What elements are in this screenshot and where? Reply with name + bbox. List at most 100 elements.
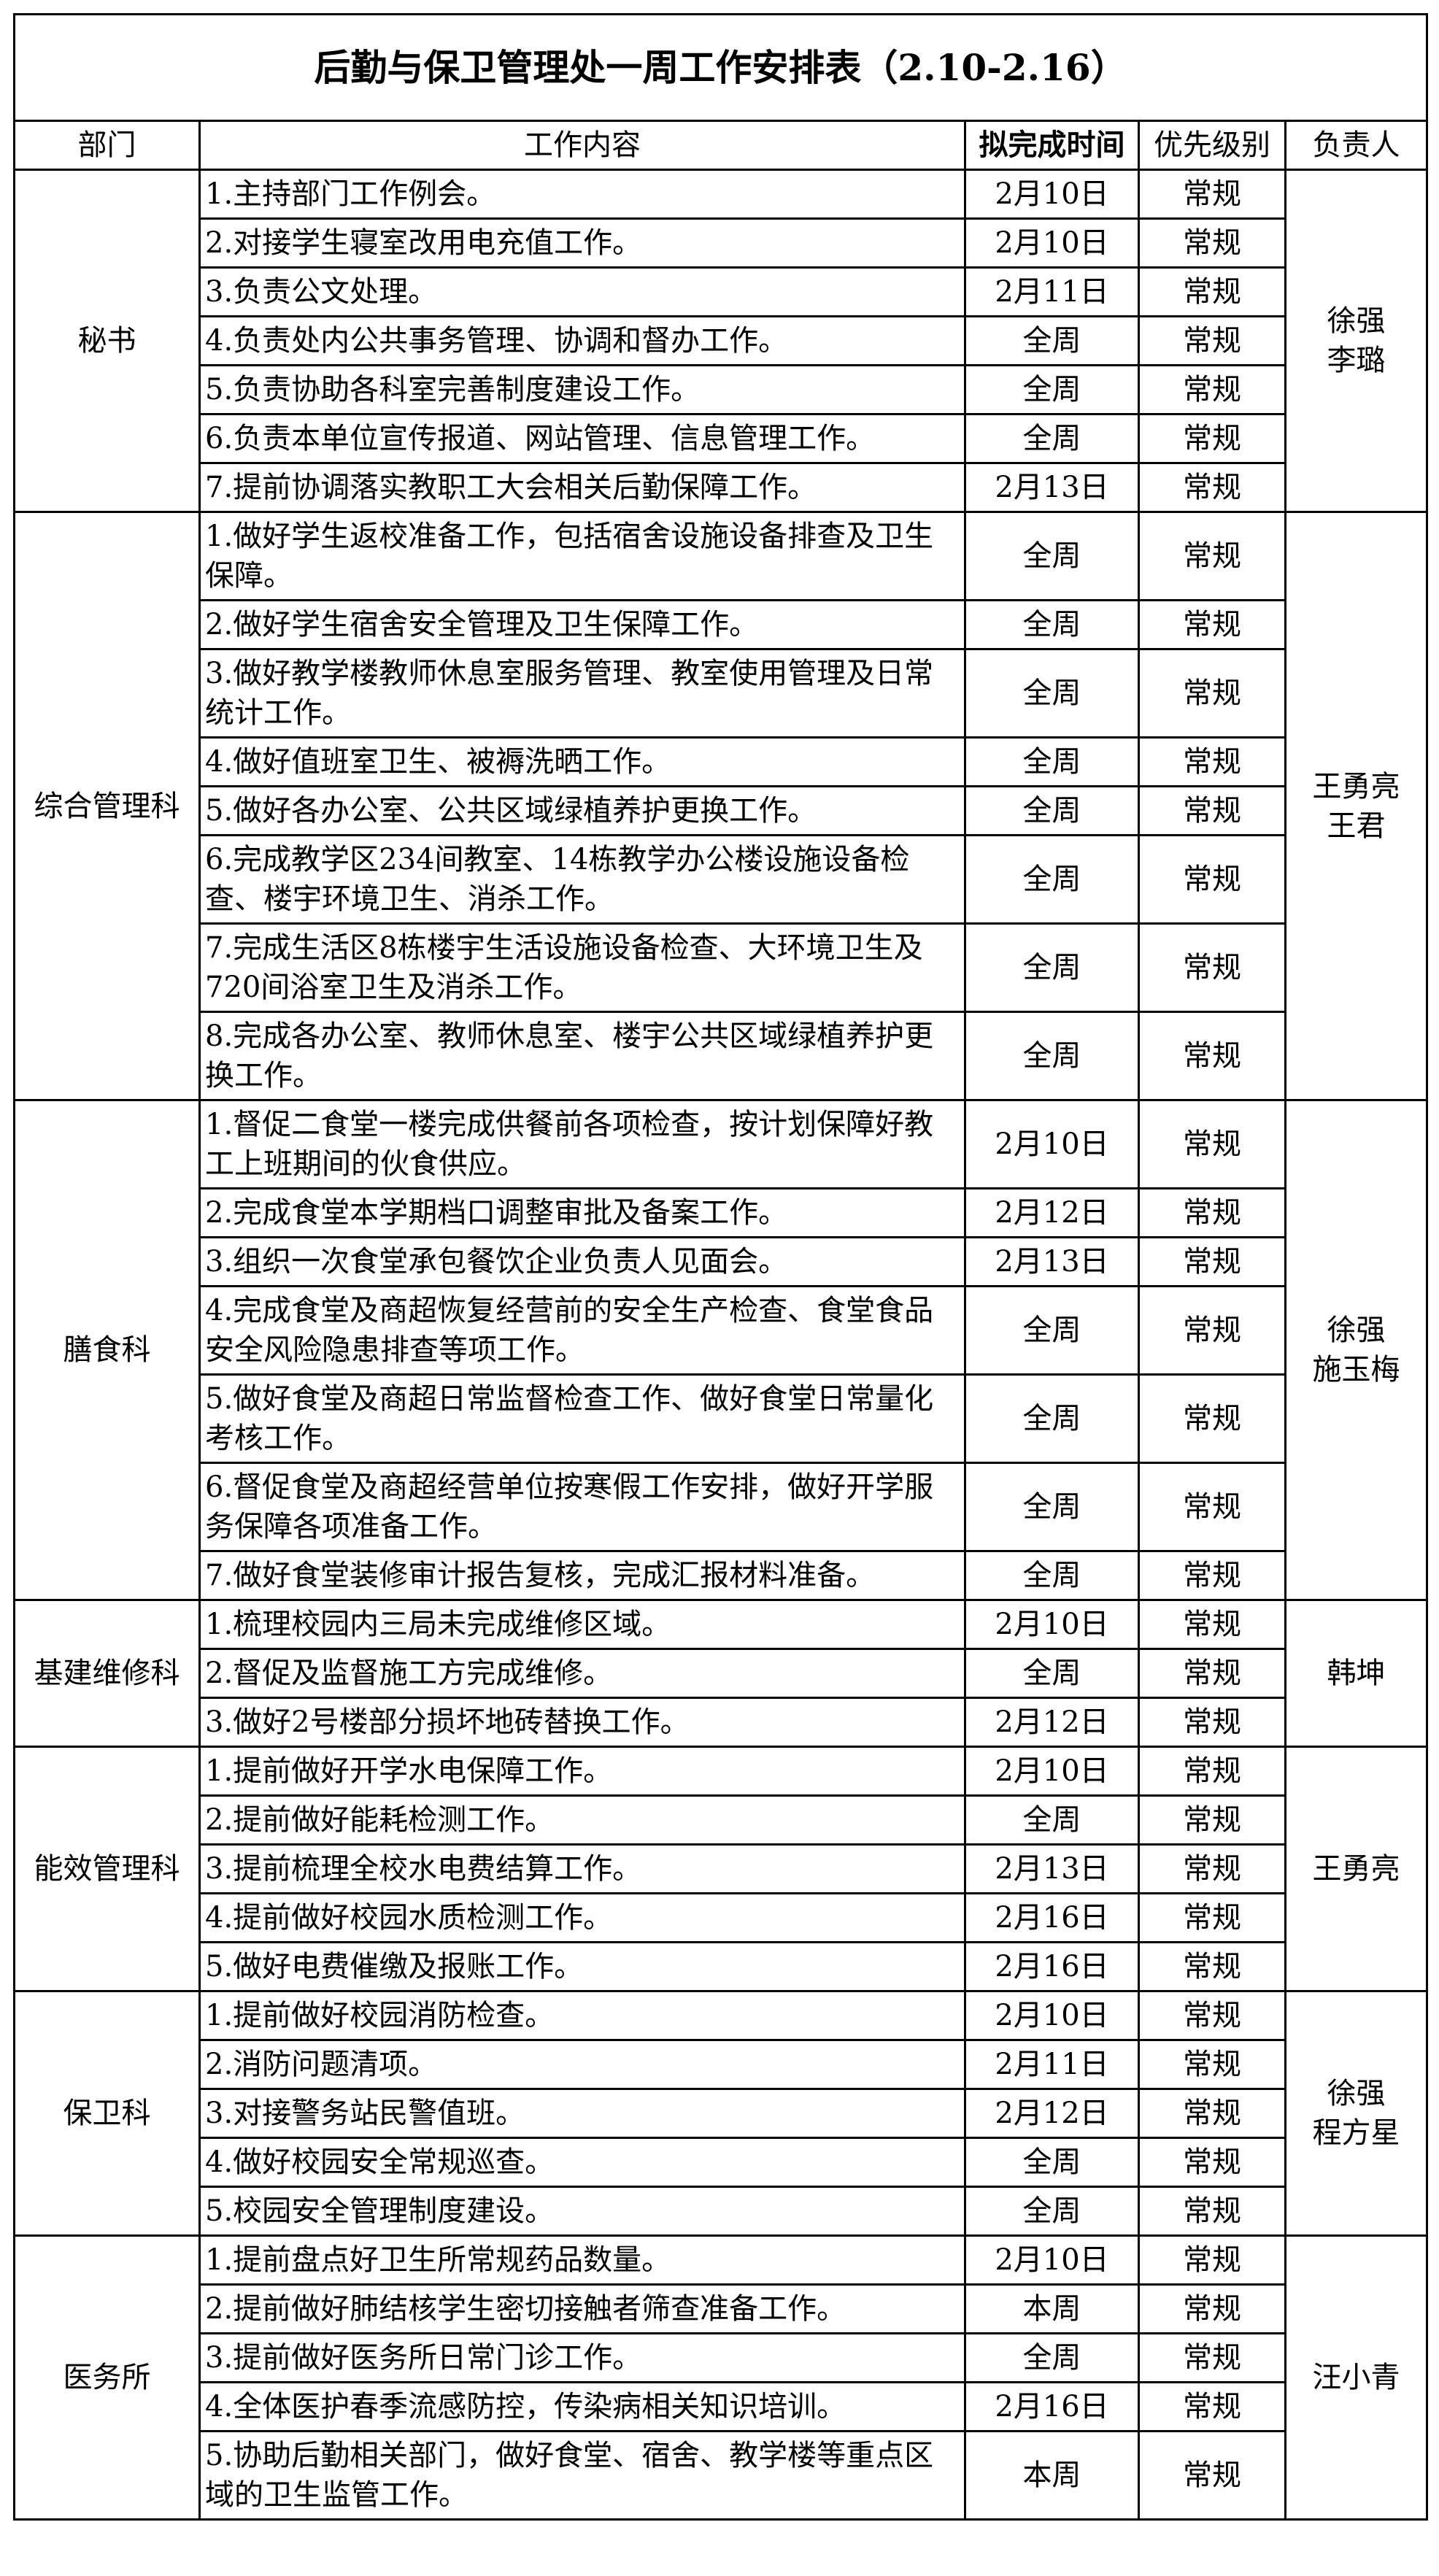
table-row: 膳食科 1.督促二食堂一楼完成供餐前各项检查，按计划保障好教工上班期间的伙食供应。… xyxy=(13,1099,1429,1601)
due-cell: 全周 xyxy=(964,1794,1140,1846)
priority-cell: 常规 xyxy=(1138,413,1286,464)
due-cell: 全周 xyxy=(964,834,1140,925)
priority-cell: 常规 xyxy=(1138,2234,1286,2286)
due-cell: 全周 xyxy=(964,785,1140,836)
due-cell: 全周 xyxy=(964,364,1140,415)
table-row: 医务所 1.提前盘点好卫生所常规药品数量。 2月10日 常规 汪小青 xyxy=(13,2234,1429,2521)
due-cell: 全周 xyxy=(964,1462,1140,1552)
task-cell: 4.做好校园安全常规巡查。 xyxy=(198,2137,966,2188)
due-cell: 2月10日 xyxy=(964,2234,1140,2286)
priority-cell: 常规 xyxy=(1138,599,1286,650)
table-row: 2.提前做好肺结核学生密切接触者筛查准备工作。 本周 常规 xyxy=(15,2283,1427,2334)
task-cell: 4.全体医护春季流感防控，传染病相关知识培训。 xyxy=(198,2381,966,2432)
department-cell: 保卫科 xyxy=(13,1990,201,2237)
department-cell: 膳食科 xyxy=(13,1099,201,1601)
table-row: 5.协助后勤相关部门，做好食堂、宿舍、教学楼等重点区域的卫生监管工作。 本周 常规 xyxy=(15,2430,1427,2521)
table-row: 4.负责处内公共事务管理、协调和督办工作。 全周 常规 xyxy=(15,315,1427,366)
table-row: 5.做好电费催缴及报账工作。 2月16日 常规 xyxy=(15,1941,1427,1992)
task-cell: 7.完成生活区8栋楼宇生活设施设备检查、大环境卫生及720间浴室卫生及消杀工作。 xyxy=(198,922,966,1013)
table-row: 保卫科 1.提前做好校园消防检查。 2月10日 常规 徐强 程方星 xyxy=(13,1990,1429,2237)
priority-cell: 常规 xyxy=(1138,785,1286,836)
due-cell: 2月10日 xyxy=(964,1746,1140,1797)
due-cell: 2月10日 xyxy=(964,1099,1140,1189)
due-cell: 2月16日 xyxy=(964,1941,1140,1992)
table-row: 3.负责公文处理。 2月11日 常规 xyxy=(15,266,1427,317)
task-cell: 5.做好各办公室、公共区域绿植养护更换工作。 xyxy=(198,785,966,836)
priority-cell: 常规 xyxy=(1138,2039,1286,2090)
work-schedule-table: 后勤与保卫管理处一周工作安排表（2.10-2.16） 部门 工作内容 拟完成时间… xyxy=(12,13,1429,2521)
table-row: 2.提前做好能耗检测工作。 全周 常规 xyxy=(15,1794,1427,1846)
priority-cell: 常规 xyxy=(1138,1843,1286,1894)
owner-cell: 王勇亮 xyxy=(1284,1746,1429,1992)
task-cell: 5.校园安全管理制度建设。 xyxy=(198,2186,966,2237)
table-row: 秘书 1.主持部门工作例会。 2月10日 常规 徐强 李璐 xyxy=(13,169,1429,513)
task-cell: 2.消防问题清项。 xyxy=(198,2039,966,2090)
table-row: 3.提前梳理全校水电费结算工作。 2月13日 常规 xyxy=(15,1843,1427,1894)
table-row: 3.提前做好医务所日常门诊工作。 全周 常规 xyxy=(15,2332,1427,2383)
due-cell: 2月10日 xyxy=(964,1990,1140,2041)
due-cell: 全周 xyxy=(964,1011,1140,1101)
task-cell: 2.做好学生宿舍安全管理及卫生保障工作。 xyxy=(198,599,966,650)
task-cell: 1.提前做好开学水电保障工作。 xyxy=(198,1746,966,1797)
task-cell: 3.组织一次食堂承包餐饮企业负责人见面会。 xyxy=(198,1236,966,1287)
department-cell: 能效管理科 xyxy=(13,1746,201,1992)
due-cell: 全周 xyxy=(964,2332,1140,2383)
priority-cell: 常规 xyxy=(1138,1648,1286,1699)
priority-cell: 常规 xyxy=(1138,1099,1286,1189)
owner-cell: 徐强 程方星 xyxy=(1284,1990,1429,2237)
task-cell: 5.负责协助各科室完善制度建设工作。 xyxy=(198,364,966,415)
table-row: 4.全体医护春季流感防控，传染病相关知识培训。 2月16日 常规 xyxy=(15,2381,1427,2432)
priority-cell: 常规 xyxy=(1138,2381,1286,2432)
department-cell: 基建维修科 xyxy=(13,1599,201,1748)
table-row: 6.督促食堂及商超经营单位按寒假工作安排，做好开学服务保障各项准备工作。 全周 常规 xyxy=(15,1462,1427,1552)
table-row: 7.完成生活区8栋楼宇生活设施设备检查、大环境卫生及720间浴室卫生及消杀工作。… xyxy=(15,922,1427,1013)
due-cell: 2月12日 xyxy=(964,1697,1140,1748)
due-cell: 2月11日 xyxy=(964,266,1140,317)
priority-cell: 常规 xyxy=(1138,834,1286,925)
owner-cell: 徐强 李璐 xyxy=(1284,169,1429,513)
task-cell: 4.做好值班室卫生、被褥洗晒工作。 xyxy=(198,736,966,787)
priority-cell: 常规 xyxy=(1138,315,1286,366)
due-cell: 全周 xyxy=(964,315,1140,366)
due-cell: 2月12日 xyxy=(964,2088,1140,2139)
task-cell: 3.对接警务站民警值班。 xyxy=(198,2088,966,2139)
due-cell: 全周 xyxy=(964,2186,1140,2237)
header-content: 工作内容 xyxy=(198,120,966,171)
table-row: 5.校园安全管理制度建设。 全周 常规 xyxy=(15,2186,1427,2237)
priority-cell: 常规 xyxy=(1138,364,1286,415)
priority-cell: 常规 xyxy=(1138,2137,1286,2188)
priority-cell: 常规 xyxy=(1138,1285,1286,1376)
task-cell: 3.提前梳理全校水电费结算工作。 xyxy=(198,1843,966,1894)
due-cell: 本周 xyxy=(964,2283,1140,2334)
priority-cell: 常规 xyxy=(1138,1892,1286,1943)
due-cell: 全周 xyxy=(964,1550,1140,1601)
task-cell: 8.完成各办公室、教师休息室、楼宇公共区域绿植养护更换工作。 xyxy=(198,1011,966,1101)
due-cell: 2月13日 xyxy=(964,1236,1140,1287)
due-cell: 2月10日 xyxy=(964,217,1140,269)
task-cell: 2.对接学生寝室改用电充值工作。 xyxy=(198,217,966,269)
table-row: 8.完成各办公室、教师休息室、楼宇公共区域绿植养护更换工作。 全周 常规 xyxy=(15,1011,1427,1101)
priority-cell: 常规 xyxy=(1138,1373,1286,1464)
priority-cell: 常规 xyxy=(1138,1462,1286,1552)
table-row: 2.做好学生宿舍安全管理及卫生保障工作。 全周 常规 xyxy=(15,599,1427,650)
due-cell: 全周 xyxy=(964,413,1140,464)
table-row: 5.负责协助各科室完善制度建设工作。 全周 常规 xyxy=(15,364,1427,415)
task-cell: 3.做好2号楼部分损坏地砖替换工作。 xyxy=(198,1697,966,1748)
task-cell: 7.提前协调落实教职工大会相关后勤保障工作。 xyxy=(198,462,966,513)
task-cell: 4.负责处内公共事务管理、协调和督办工作。 xyxy=(198,315,966,366)
due-cell: 全周 xyxy=(964,1285,1140,1376)
due-cell: 2月16日 xyxy=(964,2381,1140,2432)
table-row: 6.负责本单位宣传报道、网站管理、信息管理工作。 全周 常规 xyxy=(15,413,1427,464)
due-cell: 全周 xyxy=(964,648,1140,739)
priority-cell: 常规 xyxy=(1138,736,1286,787)
task-cell: 6.负责本单位宣传报道、网站管理、信息管理工作。 xyxy=(198,413,966,464)
header-priority: 优先级别 xyxy=(1138,120,1286,171)
task-cell: 1.提前做好校园消防检查。 xyxy=(198,1990,966,2041)
owner-cell: 韩坤 xyxy=(1284,1599,1429,1748)
table-row: 4.做好值班室卫生、被褥洗晒工作。 全周 常规 xyxy=(15,736,1427,787)
due-cell: 全周 xyxy=(964,511,1140,601)
due-cell: 全周 xyxy=(964,2137,1140,2188)
task-cell: 3.提前做好医务所日常门诊工作。 xyxy=(198,2332,966,2383)
priority-cell: 常规 xyxy=(1138,922,1286,1013)
due-cell: 全周 xyxy=(964,1648,1140,1699)
